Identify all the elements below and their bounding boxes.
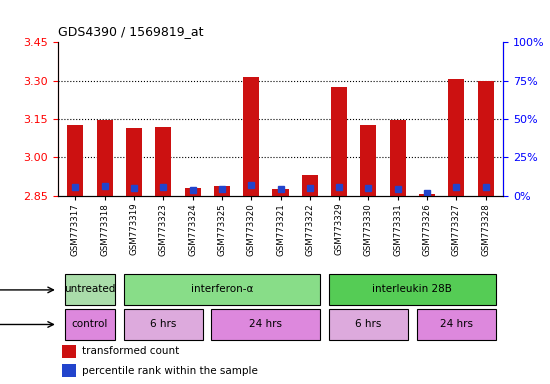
FancyBboxPatch shape (212, 309, 320, 340)
Bar (184, 188, 201, 196)
Bar (360, 126, 377, 196)
Bar (302, 175, 318, 196)
Bar (62, 364, 75, 377)
Bar (62, 345, 75, 358)
Text: interleukin 28B: interleukin 28B (372, 284, 452, 294)
Text: 6 hrs: 6 hrs (150, 319, 177, 329)
Text: percentile rank within the sample: percentile rank within the sample (82, 366, 258, 376)
FancyBboxPatch shape (329, 274, 496, 306)
FancyBboxPatch shape (124, 274, 320, 306)
Bar (477, 81, 494, 196)
Bar (155, 127, 171, 196)
Text: interferon-α: interferon-α (191, 284, 253, 294)
FancyBboxPatch shape (329, 309, 408, 340)
Bar (97, 120, 113, 196)
Bar (126, 128, 142, 196)
Bar (272, 189, 289, 196)
Bar (419, 194, 435, 196)
Text: untreated: untreated (64, 284, 116, 294)
Bar (331, 87, 347, 196)
Bar (390, 120, 406, 196)
Bar (448, 79, 464, 196)
FancyBboxPatch shape (417, 309, 496, 340)
FancyBboxPatch shape (65, 309, 115, 340)
Text: 24 hrs: 24 hrs (249, 319, 282, 329)
FancyBboxPatch shape (124, 309, 203, 340)
Text: 6 hrs: 6 hrs (355, 319, 382, 329)
Bar (214, 186, 230, 196)
FancyBboxPatch shape (65, 274, 115, 306)
Text: control: control (72, 319, 108, 329)
Text: transformed count: transformed count (82, 346, 179, 356)
Bar (243, 77, 259, 196)
Text: 24 hrs: 24 hrs (440, 319, 473, 329)
Text: GDS4390 / 1569819_at: GDS4390 / 1569819_at (58, 25, 204, 38)
Bar (67, 126, 84, 196)
